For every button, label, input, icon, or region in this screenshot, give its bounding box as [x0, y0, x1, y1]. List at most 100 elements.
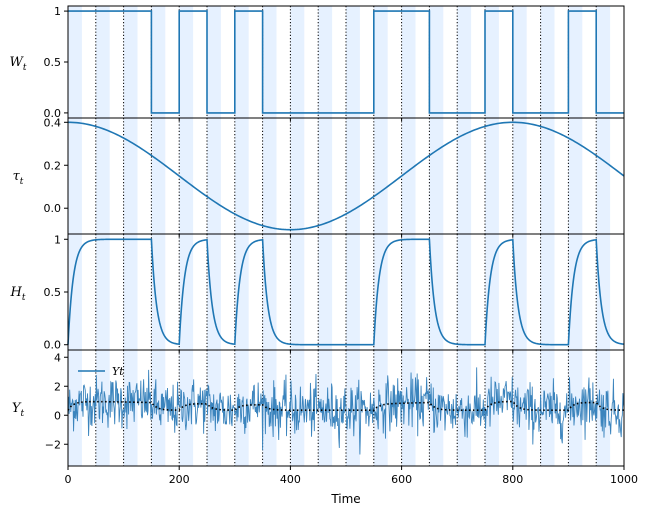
y-tick-label: 2: [54, 380, 61, 393]
shade-band: [540, 6, 555, 118]
shade-band: [568, 118, 583, 234]
panel-frame: [67, 349, 625, 467]
panel-1: 0.0 0.5 1 Wt: [10, 5, 625, 120]
shade-band: [457, 6, 472, 118]
shade-band: [485, 234, 499, 350]
shade-band: [68, 6, 82, 118]
x-tick-label: 1000: [610, 473, 638, 486]
y-tick-label: −2: [45, 438, 61, 451]
shade-band: [68, 118, 82, 234]
shade-band: [540, 350, 555, 466]
shade-band: [373, 234, 388, 350]
shade-band: [318, 234, 333, 350]
shade-band: [179, 6, 194, 118]
shade-band: [179, 234, 194, 350]
x-tick-label: 0: [65, 473, 72, 486]
shade-band: [95, 234, 110, 350]
shade-band: [429, 234, 444, 350]
y-tick-label: 0.0: [44, 107, 62, 120]
y-tick-label: 0: [54, 409, 61, 422]
y-axis-label: Ht: [10, 285, 26, 303]
shade-band: [568, 6, 583, 118]
x-axis-label: Time: [330, 492, 360, 506]
y-tick-label: 0.0: [44, 202, 62, 215]
y-tick-label: 0.5: [44, 56, 62, 69]
shade-band: [290, 350, 305, 466]
shade-band: [429, 118, 444, 234]
y-axis-label: Yt: [12, 401, 25, 419]
shade-band: [68, 234, 82, 350]
shade-band: [346, 118, 360, 234]
shade-band: [179, 118, 194, 234]
shade-band: [373, 6, 388, 118]
shade-band: [290, 118, 305, 234]
shade-band: [234, 6, 249, 118]
y-tick-label: 1: [54, 5, 61, 18]
y-tick-label: 0.5: [44, 286, 62, 299]
x-tick-label: 600: [391, 473, 412, 486]
shade-band: [429, 6, 444, 118]
x-tick-label: 400: [280, 473, 301, 486]
shade-band: [457, 118, 472, 234]
shade-band: [457, 234, 472, 350]
shade-band: [151, 234, 166, 350]
y-tick-label: 0.2: [44, 159, 62, 172]
shade-band: [596, 234, 611, 350]
shade-band: [401, 6, 416, 118]
series-line: [67, 238, 625, 346]
shade-band: [429, 350, 444, 466]
shade-band: [346, 6, 360, 118]
y-tick-label: 1: [54, 233, 61, 246]
shade-band: [401, 234, 416, 350]
shade-band: [373, 350, 388, 466]
series-line: [67, 121, 625, 231]
shade-band: [95, 118, 110, 234]
shade-band: [346, 234, 360, 350]
panel-4: Yt −2 0 2 4 Yt: [12, 349, 625, 467]
shade-band: [318, 6, 333, 118]
shade-band: [123, 118, 138, 234]
shade-band: [401, 118, 416, 234]
legend: Yt: [78, 365, 124, 378]
panel-2: 0.0 0.2 0.4 τt: [13, 116, 625, 235]
shade-band: [318, 118, 333, 234]
shade-band: [123, 6, 138, 118]
shade-band: [262, 6, 277, 118]
shade-band: [485, 350, 499, 466]
shade-band: [151, 118, 166, 234]
shade-band: [179, 350, 194, 466]
x-tick-label: 800: [502, 473, 523, 486]
shade-band: [596, 6, 611, 118]
shade-band: [512, 118, 527, 234]
shade-band: [512, 234, 527, 350]
series-mean-line: [67, 400, 625, 411]
panel-3: 0.0 0.5 1 Ht: [10, 233, 625, 352]
shade-band: [207, 234, 221, 350]
shade-band: [540, 118, 555, 234]
legend-label: Yt: [112, 365, 124, 378]
shade-band: [151, 6, 166, 118]
shade-band: [262, 234, 277, 350]
shade-band: [207, 6, 221, 118]
y-axis-label: τt: [13, 169, 24, 187]
series-line: [68, 10, 624, 114]
shade-band: [373, 118, 388, 234]
shade-band: [290, 6, 305, 118]
y-tick-label: 4: [54, 351, 61, 364]
shade-band: [234, 118, 249, 234]
shade-band: [95, 6, 110, 118]
shade-band: [485, 118, 499, 234]
shade-band: [512, 6, 527, 118]
y-tick-label: 0.0: [44, 339, 62, 352]
y-axis-label: Wt: [10, 55, 27, 73]
shade-band: [207, 118, 221, 234]
x-tick-label: 200: [169, 473, 190, 486]
shade-band: [568, 234, 583, 350]
series-noisy-line: [67, 367, 625, 455]
shade-band: [234, 234, 249, 350]
y-tick-label: 0.4: [44, 116, 62, 129]
shade-band: [290, 234, 305, 350]
shade-band: [123, 234, 138, 350]
